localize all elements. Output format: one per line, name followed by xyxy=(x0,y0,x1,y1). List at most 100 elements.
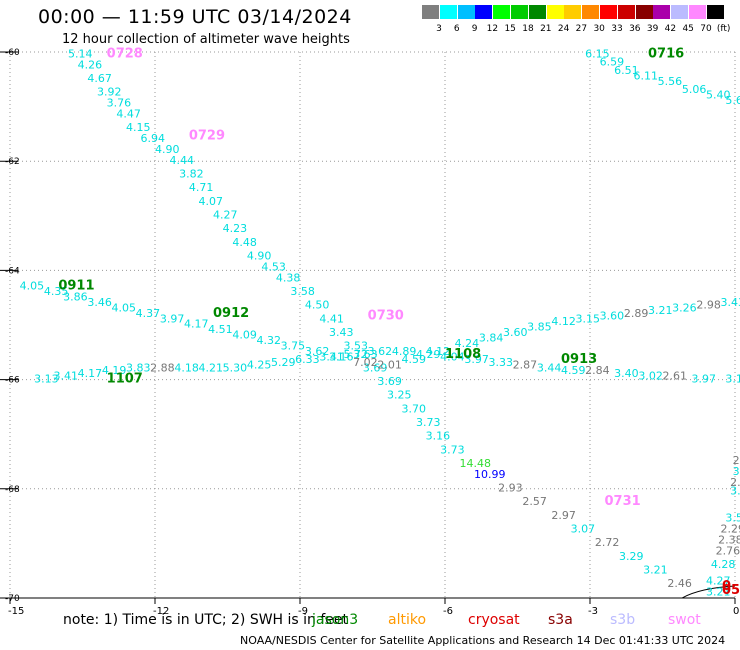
wave-height-label: 6.59 xyxy=(600,56,625,69)
wave-height-label: 2.5 xyxy=(730,476,740,489)
wave-height-label: 5.72 xyxy=(344,348,369,361)
legend-label: 6 xyxy=(453,24,460,34)
wave-height-label: 4.05 xyxy=(20,280,44,293)
wave-height-label: 7.02 xyxy=(353,356,378,369)
pass-time-label: 0911 xyxy=(58,279,94,294)
wave-height-label: 4.35 xyxy=(44,285,68,298)
wave-height-label: 4.50 xyxy=(305,299,330,312)
wave-height-label: 4.23 xyxy=(223,222,248,235)
wave-height-label: 2.93 xyxy=(498,482,522,495)
wave-height-label: 5.62 xyxy=(725,94,740,107)
coastline xyxy=(681,585,736,599)
legend-label: 12 xyxy=(486,24,499,34)
legend-label: 9 xyxy=(471,24,478,34)
tick-label-lat: -60 xyxy=(5,48,20,58)
wave-height-label: 4.12 xyxy=(551,315,576,328)
tick-label-lon: -6 xyxy=(443,606,453,617)
legend-label: 45 xyxy=(682,24,694,34)
tick-label-lat: -68 xyxy=(5,485,20,495)
legend-swatch xyxy=(528,5,546,19)
wave-height-label: 2.46 xyxy=(667,577,692,590)
wave-height-label: 3.21 xyxy=(648,304,673,317)
satellite-jason3: jason3 xyxy=(312,612,359,628)
wave-height-label: 3.41 xyxy=(54,370,79,383)
legend-swatch xyxy=(564,5,582,19)
wave-height-label: 3.21 xyxy=(706,585,731,598)
wave-height-label: 2.98 xyxy=(696,299,721,312)
wave-height-label: 3.73 xyxy=(440,443,465,456)
wave-height-label: 3.53 xyxy=(725,512,740,525)
wave-height-label: 3.07 xyxy=(571,522,596,535)
wave-height-label: 2.57 xyxy=(522,495,547,508)
legend-label: 27 xyxy=(575,24,588,34)
wave-height-label: 2. xyxy=(733,454,740,467)
wave-height-label: 4.17 xyxy=(78,367,103,380)
wave-height-label: 3.85 xyxy=(527,320,552,333)
wave-height-label: 3.69 xyxy=(363,361,388,374)
wave-height-label: 4.19 xyxy=(102,364,127,377)
wave-height-label: 3.97 xyxy=(160,312,185,325)
wave-height-label: 4.24 xyxy=(455,337,480,350)
satellite-altiko: altiko xyxy=(388,612,427,628)
legend-swatch xyxy=(671,5,689,19)
wave-height-label: 4.47 xyxy=(116,108,141,121)
wave-height-label: 3.97 xyxy=(692,372,717,385)
pass-time-label: 053 xyxy=(722,583,740,598)
wave-height-label: 3.16 xyxy=(329,350,354,363)
wave-height-label: 3.70 xyxy=(402,402,427,415)
legend-swatch xyxy=(635,5,653,19)
legend-label: 30 xyxy=(593,24,605,34)
footer-credit: NOAA/NESDIS Center for Satellite Applica… xyxy=(240,634,726,647)
satellite-cryosat: cryosat xyxy=(468,612,520,628)
pass-time-label: 0913 xyxy=(561,352,597,367)
wave-height-label: 4.41 xyxy=(319,312,344,325)
wave-height-label: 4.38 xyxy=(276,271,301,284)
wave-height-label: 5.06 xyxy=(682,83,707,96)
satellite-swot: swot xyxy=(668,612,701,628)
wave-height-label: 2.61 xyxy=(663,370,688,383)
tick-label-lon: -3 xyxy=(588,606,598,617)
wave-height-label: 4.89 xyxy=(392,345,417,358)
wave-height-label: 4.25 xyxy=(247,359,271,372)
wave-height-label: 2.89 xyxy=(624,307,649,320)
wave-height-label: 10.99 xyxy=(474,468,506,481)
wave-height-label: 5.56 xyxy=(658,75,683,88)
wave-height-label: 2.88 xyxy=(150,361,175,374)
wave-height-label: 6.51 xyxy=(614,64,639,77)
wave-height-label: 4.53 xyxy=(261,260,286,273)
wave-height-label: 3.82 xyxy=(179,168,204,181)
wave-height-label: 3.43 xyxy=(329,326,354,339)
legend-label: 24 xyxy=(557,24,570,34)
wave-height-label: 3.16 xyxy=(426,430,451,443)
wave-height-label: 6.33 xyxy=(295,353,320,366)
wave-height-label: 3.1 xyxy=(730,484,740,497)
wave-height-label: 4.18 xyxy=(174,361,199,374)
wave-height-label: 6.94 xyxy=(141,132,166,145)
page-subtitle: 12 hour collection of altimeter wave hei… xyxy=(62,32,350,47)
legend-label: 3 xyxy=(436,24,442,34)
legend-swatch xyxy=(617,5,635,19)
wave-height-label: 5.14 xyxy=(68,47,93,60)
wave-height-label: 3.25 xyxy=(387,389,412,402)
wave-height-label: 2.72 xyxy=(595,536,620,549)
wave-height-label: 3.60 xyxy=(503,326,528,339)
wave-height-label: 3.1 xyxy=(733,465,740,478)
legend-label: 15 xyxy=(504,24,516,34)
satellite-s3a: s3a xyxy=(548,612,573,628)
wave-height-label: 3.26 xyxy=(672,301,697,314)
wave-height-label: 2.38 xyxy=(718,533,740,546)
legend-swatch xyxy=(706,5,724,19)
tick-label-lon: -15 xyxy=(8,606,24,617)
wave-height-label: 2.97 xyxy=(551,509,576,522)
legend-swatch xyxy=(546,5,564,19)
wave-height-label: 4.09 xyxy=(232,329,256,342)
pass-time-label: 0 xyxy=(722,579,731,594)
wave-height-label: 3.76 xyxy=(107,97,131,110)
legend-swatch xyxy=(653,5,671,19)
wave-height-label: 4.48 xyxy=(232,236,256,249)
legend-label: 36 xyxy=(629,24,641,34)
tick-label-lat: -64 xyxy=(5,266,20,276)
wave-height-label: 5.30 xyxy=(223,361,248,374)
wave-height-label: 3.44 xyxy=(537,361,562,374)
